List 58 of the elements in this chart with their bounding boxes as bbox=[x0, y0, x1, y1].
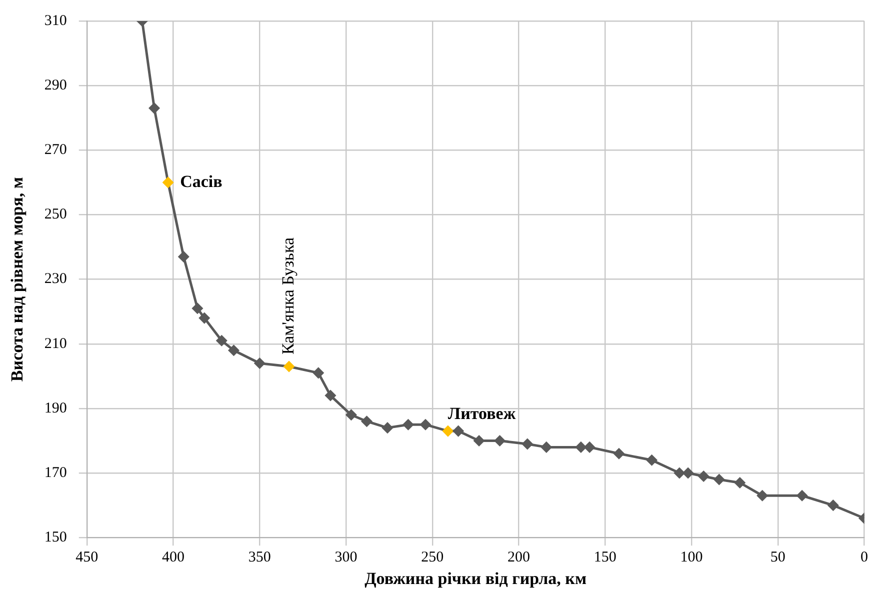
point bbox=[402, 419, 414, 430]
point bbox=[325, 390, 336, 401]
annotation: Сасів bbox=[180, 172, 222, 191]
point bbox=[361, 416, 372, 427]
annotation: Литовеж bbox=[448, 404, 516, 423]
y-tick-label: 290 bbox=[44, 78, 67, 94]
point bbox=[614, 448, 624, 459]
point bbox=[162, 177, 174, 188]
point bbox=[382, 422, 393, 434]
point bbox=[313, 368, 324, 378]
point bbox=[698, 471, 709, 482]
point bbox=[474, 435, 484, 446]
point bbox=[714, 474, 724, 485]
y-tick-label: 150 bbox=[44, 530, 67, 546]
point bbox=[192, 303, 203, 314]
annotation: Кам'янка Бузька bbox=[278, 236, 298, 354]
point bbox=[522, 438, 533, 450]
x-tick-label: 150 bbox=[594, 550, 616, 566]
point bbox=[284, 361, 294, 372]
point bbox=[346, 410, 356, 420]
y-axis-title: Висота над рівнем моря, м bbox=[8, 176, 27, 382]
point bbox=[584, 442, 595, 452]
point bbox=[674, 468, 685, 478]
point bbox=[646, 454, 658, 466]
y-tick-label: 190 bbox=[44, 400, 67, 416]
y-tick-label: 170 bbox=[44, 464, 67, 481]
point bbox=[494, 435, 506, 446]
x-tick-label: 250 bbox=[421, 550, 444, 566]
point bbox=[178, 251, 189, 262]
point bbox=[228, 345, 239, 356]
point bbox=[734, 477, 746, 488]
point bbox=[199, 312, 210, 324]
y-tick-label: 310 bbox=[44, 12, 67, 29]
point bbox=[453, 426, 464, 436]
x-tick-label: 350 bbox=[248, 550, 271, 566]
y-tick-label: 250 bbox=[44, 206, 67, 223]
x-tick-label: 450 bbox=[76, 550, 98, 566]
x-tick-label: 400 bbox=[162, 550, 185, 566]
point bbox=[254, 358, 265, 368]
point bbox=[541, 442, 552, 452]
x-tick-label: 300 bbox=[334, 550, 358, 566]
x-tick-label: 100 bbox=[680, 550, 703, 566]
point bbox=[576, 442, 586, 452]
x-axis-title: Довжина річки від гирла, км bbox=[364, 569, 587, 588]
point bbox=[216, 335, 227, 346]
x-tick-label: 50 bbox=[770, 550, 786, 566]
point bbox=[757, 490, 768, 501]
y-tick-label: 230 bbox=[44, 271, 67, 288]
x-tick-label: 200 bbox=[508, 550, 530, 566]
point bbox=[442, 426, 454, 436]
y-tick-label: 270 bbox=[44, 142, 67, 158]
point bbox=[682, 468, 694, 478]
point bbox=[828, 500, 838, 511]
x-tick-label: 0 bbox=[860, 550, 868, 566]
point bbox=[420, 419, 431, 430]
point bbox=[796, 490, 808, 501]
y-tick-label: 210 bbox=[44, 336, 67, 352]
point bbox=[149, 102, 160, 114]
